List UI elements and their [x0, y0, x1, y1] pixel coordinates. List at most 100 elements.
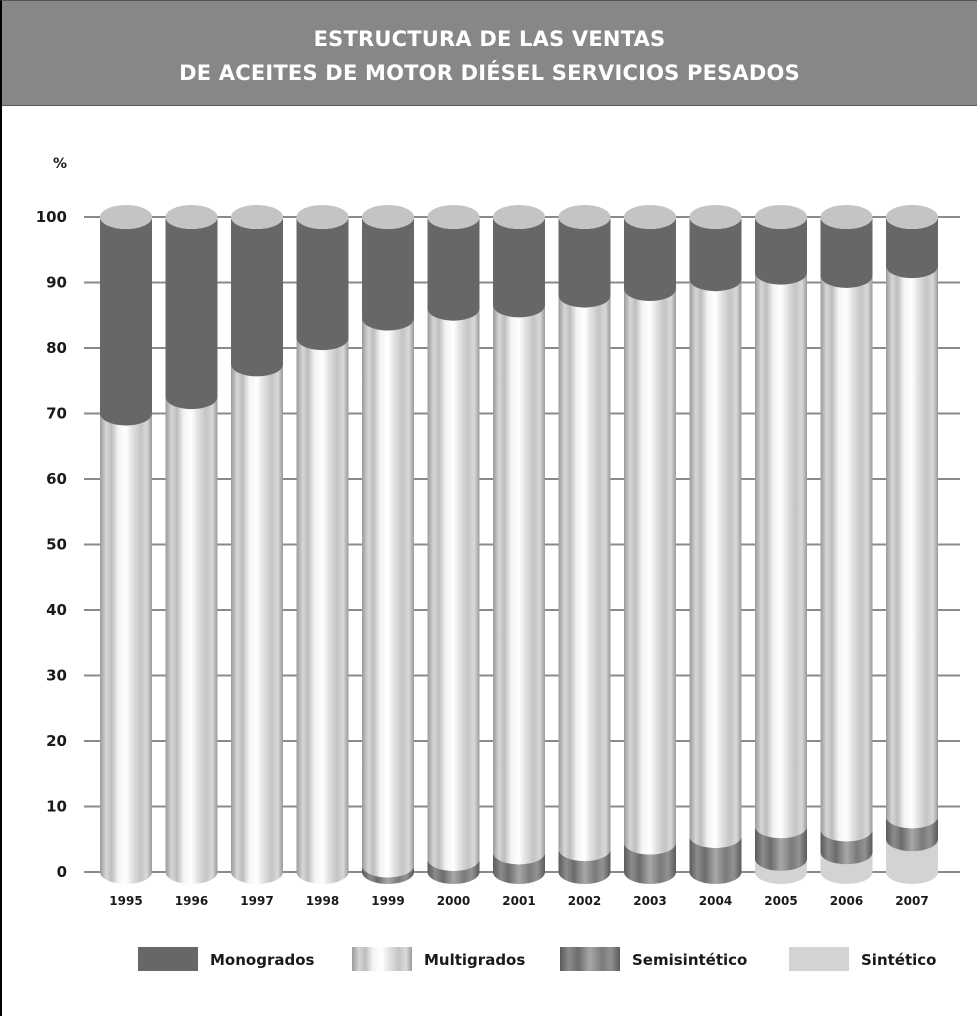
- bar-segment-multi-1995: [100, 413, 152, 884]
- bar-segment-multi-2003: [624, 289, 676, 855]
- bar-segment-multi-2001: [493, 305, 545, 865]
- x-tick-label: 1999: [371, 894, 404, 908]
- bar-cap-2001: [493, 205, 545, 229]
- bar-segment-multi-1999: [362, 318, 414, 878]
- y-tick-label: 90: [46, 274, 67, 292]
- bar-cap-2000: [427, 205, 480, 229]
- bar-segment-semi-2000: [427, 858, 480, 885]
- x-tick-label: 1997: [240, 894, 273, 908]
- bar-cap-2005: [755, 205, 807, 229]
- bar-segment-sint-2005: [755, 858, 807, 884]
- bar-group-1998: [296, 205, 349, 885]
- bars: [100, 205, 938, 885]
- y-axis-ticks: 0 10 20 30 40 50 60 70 80 90 100: [36, 208, 67, 881]
- bar-group-2002: [558, 205, 611, 885]
- bar-group-2007: [886, 205, 938, 884]
- bar-cap-1998: [296, 205, 349, 229]
- bar-segment-sint-2007: [886, 839, 938, 884]
- legend-label-mono: Monogrados: [210, 951, 315, 969]
- x-tick-label: 2004: [699, 894, 732, 908]
- x-tick-label: 2003: [633, 894, 666, 908]
- bar-cap-2006: [820, 205, 873, 229]
- bar-segment-multi-2002: [558, 295, 611, 862]
- bar-segment-multi-2000: [427, 308, 480, 871]
- bar-segment-multi-1997: [231, 364, 283, 884]
- bar-segment-mono-2003: [624, 217, 676, 302]
- bar-segment-sint-2006: [820, 852, 873, 885]
- bar-segment-multi-2006: [820, 275, 873, 842]
- legend-swatch-multi: [352, 947, 412, 971]
- bar-segment-semi-2005: [755, 826, 807, 871]
- bar-cap-2007: [886, 205, 938, 229]
- title-banner: ESTRUCTURA DE LAS VENTAS DE ACEITES DE M…: [2, 1, 977, 106]
- bar-cap-1997: [231, 205, 283, 229]
- bar-segment-multi-1996: [165, 397, 218, 885]
- bar-segment-semi-2004: [689, 835, 742, 885]
- bar-group-2006: [820, 205, 873, 885]
- bar-segment-multi-2007: [886, 266, 938, 829]
- legend-label-semi: Semisintético: [632, 951, 747, 969]
- bar-cap-2004: [689, 205, 742, 229]
- x-axis-ticks: 1995 1996 1997 1998 1999 2000 2001 2002 2003 2004…: [109, 894, 928, 908]
- bar-group-2003: [624, 205, 676, 884]
- legend: Monogrados Multigrados Semisintético Sintét…: [138, 947, 936, 971]
- x-tick-label: 2005: [764, 894, 797, 908]
- y-tick-label: 10: [46, 798, 67, 816]
- bar-segment-mono-2000: [427, 217, 480, 321]
- bar-segment-mono-2005: [755, 217, 807, 285]
- legend-swatch-mono: [138, 947, 198, 971]
- bar-group-1996: [165, 205, 218, 885]
- chart-title-line-1: ESTRUCTURA DE LAS VENTAS: [313, 27, 666, 51]
- bar-segment-multi-2005: [755, 272, 807, 839]
- y-tick-label: 100: [36, 208, 67, 226]
- bar-group-1999: [362, 205, 414, 884]
- bar-segment-mono-1997: [231, 217, 283, 377]
- bar-segment-mono-2002: [558, 217, 611, 308]
- y-tick-label: 0: [57, 863, 67, 881]
- chart-title-line-2: DE ACEITES DE MOTOR DIÉSEL SERVICIOS PES…: [179, 61, 800, 85]
- bar-segment-semi-2002: [558, 849, 611, 885]
- x-tick-label: 2006: [830, 894, 863, 908]
- bar-group-2000: [427, 205, 480, 885]
- legend-label-multi: Multigrados: [424, 951, 525, 969]
- y-axis-unit-label: %: [53, 156, 67, 172]
- y-tick-label: 20: [46, 732, 67, 750]
- bar-segment-multi-2004: [689, 279, 742, 848]
- bar-group-1997: [231, 205, 283, 884]
- bar-cap-1999: [362, 205, 414, 229]
- y-tick-label: 80: [46, 339, 67, 357]
- y-tick-label: 40: [46, 601, 67, 619]
- x-tick-label: 2007: [895, 894, 928, 908]
- bar-group-1995: [100, 205, 152, 884]
- bar-segment-mono-2007: [886, 217, 938, 279]
- x-tick-label: 1995: [109, 894, 142, 908]
- bar-segment-semi-2007: [886, 816, 938, 852]
- bar-segment-semi-2003: [624, 842, 676, 884]
- y-tick-label: 60: [46, 470, 67, 488]
- legend-swatch-sint: [789, 947, 849, 971]
- bar-cap-2002: [558, 205, 611, 229]
- bar-group-2004: [689, 205, 742, 885]
- bar-segment-multi-1998: [296, 338, 349, 885]
- legend-swatch-semi: [560, 947, 620, 971]
- bar-segment-mono-1999: [362, 217, 414, 331]
- bar-segment-mono-2004: [689, 217, 742, 292]
- bar-segment-mono-2001: [493, 217, 545, 318]
- x-tick-label: 2002: [568, 894, 601, 908]
- bar-group-2001: [493, 205, 545, 884]
- bar-segment-semi-2006: [820, 829, 873, 865]
- x-tick-label: 1996: [175, 894, 208, 908]
- bar-segment-mono-2006: [820, 217, 873, 288]
- bar-segment-mono-1995: [100, 217, 152, 426]
- y-tick-label: 30: [46, 667, 67, 685]
- bar-segment-mono-1998: [296, 217, 349, 351]
- x-tick-label: 2001: [502, 894, 535, 908]
- y-tick-label: 70: [46, 405, 67, 423]
- bar-segment-mono-1996: [165, 217, 218, 410]
- legend-label-sint: Sintético: [861, 951, 936, 969]
- bar-cap-2003: [624, 205, 676, 229]
- bar-segment-semi-1999: [362, 865, 414, 884]
- bar-segment-semi-2001: [493, 852, 545, 884]
